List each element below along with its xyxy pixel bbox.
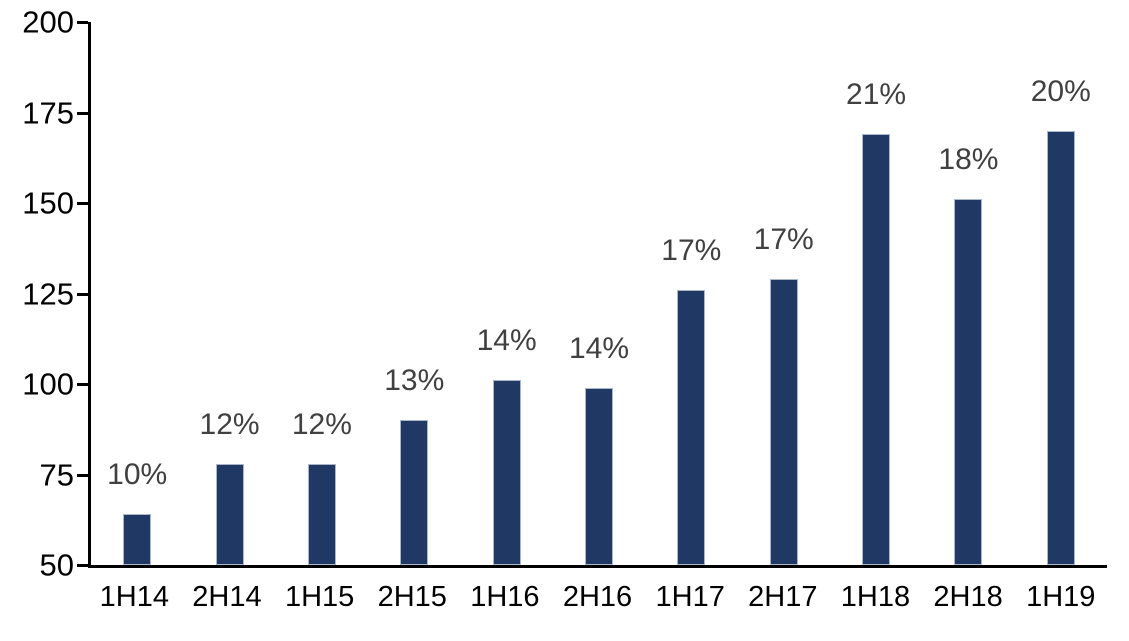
bar-data-label: 13% <box>384 364 445 398</box>
x-axis-tick-label-2H18: 2H18 <box>933 581 1003 613</box>
x-axis-tick-label-2H15: 2H15 <box>377 581 447 613</box>
y-axis-tick-label: 75 <box>39 457 74 492</box>
y-axis-tick-label: 200 <box>22 4 74 40</box>
bar-slot-1H15: 12% <box>276 22 368 565</box>
bar-data-label: 12% <box>291 407 352 441</box>
bar-data-label: 14% <box>568 331 629 365</box>
bar-slot-2H17: 17% <box>738 22 830 565</box>
bar-1H15[interactable] <box>307 463 336 565</box>
bar-data-label: 17% <box>753 223 814 257</box>
bar-1H18[interactable] <box>862 134 891 565</box>
x-axis-tick-label-1H16: 1H16 <box>470 581 540 613</box>
y-axis-tick <box>77 21 88 24</box>
x-axis-tick-label-1H15: 1H15 <box>284 581 355 613</box>
bar-data-label: 10% <box>107 458 168 492</box>
x-axis-tick-label-2H14: 2H14 <box>192 581 262 613</box>
bar-data-label: 12% <box>199 407 260 441</box>
y-axis-tick-label: 150 <box>22 185 74 221</box>
bar-slot-2H18: 18% <box>922 22 1014 565</box>
plot-area: 10% 12% 12% 13% 14% 14% 17% 17% 21% 18% 20% <box>77 21 1107 568</box>
bar-data-label: 17% <box>661 233 722 267</box>
bar-series: 10% 12% 12% 13% 14% 14% 17% 17% 21% 18% 20% <box>91 22 1107 565</box>
bar-2H17[interactable] <box>769 279 798 565</box>
bar-2H16[interactable] <box>584 387 613 565</box>
bar-1H19[interactable] <box>1046 130 1075 565</box>
bar-2H15[interactable] <box>400 420 429 565</box>
y-axis-tick-label: 125 <box>22 276 74 311</box>
bar-1H16[interactable] <box>492 380 521 565</box>
bar-data-label: 14% <box>476 324 537 358</box>
y-axis-tick-label: 50 <box>39 547 74 583</box>
bar-slot-1H19: 20% <box>1015 22 1107 565</box>
x-axis-tick-label-1H14: 1H14 <box>99 581 169 613</box>
bar-2H14[interactable] <box>215 463 244 565</box>
x-axis-tick-labels: 1H14 2H14 1H15 2H15 1H16 2H16 1H17 2H17 1H18 2H18… <box>88 581 1107 614</box>
y-axis-tick <box>77 564 88 567</box>
bar-slot-2H16: 14% <box>553 22 645 565</box>
bar-1H14[interactable] <box>123 514 152 565</box>
bar-data-label: 21% <box>846 78 907 112</box>
y-axis-tick-label: 175 <box>22 95 74 130</box>
y-axis-tick <box>77 292 88 296</box>
bar-slot-1H17: 17% <box>645 22 737 565</box>
bar-data-label: 18% <box>938 143 999 177</box>
bar-1H17[interactable] <box>677 289 706 565</box>
y-axis-tick <box>77 202 88 205</box>
bar-2H18[interactable] <box>954 199 983 565</box>
y-axis-tick <box>77 111 88 115</box>
bar-slot-2H15: 13% <box>368 22 460 565</box>
y-axis-tick-label: 100 <box>22 366 74 402</box>
x-axis-tick-label-2H17: 2H17 <box>748 581 818 613</box>
x-axis-tick-label-1H17: 1H17 <box>655 581 725 613</box>
bar-data-label: 20% <box>1030 74 1091 108</box>
y-axis-tick <box>77 473 88 477</box>
bar-slot-1H18: 21% <box>830 22 922 565</box>
y-axis-tick <box>77 383 88 386</box>
x-axis-tick-label-1H18: 1H18 <box>840 581 911 613</box>
bar-slot-1H16: 14% <box>460 22 552 565</box>
x-axis-tick-label-1H19: 1H19 <box>1026 581 1096 613</box>
bar-slot-2H14: 12% <box>183 22 275 565</box>
x-axis-tick-label-2H16: 2H16 <box>562 581 633 613</box>
bar-slot-1H14: 10% <box>91 22 183 565</box>
